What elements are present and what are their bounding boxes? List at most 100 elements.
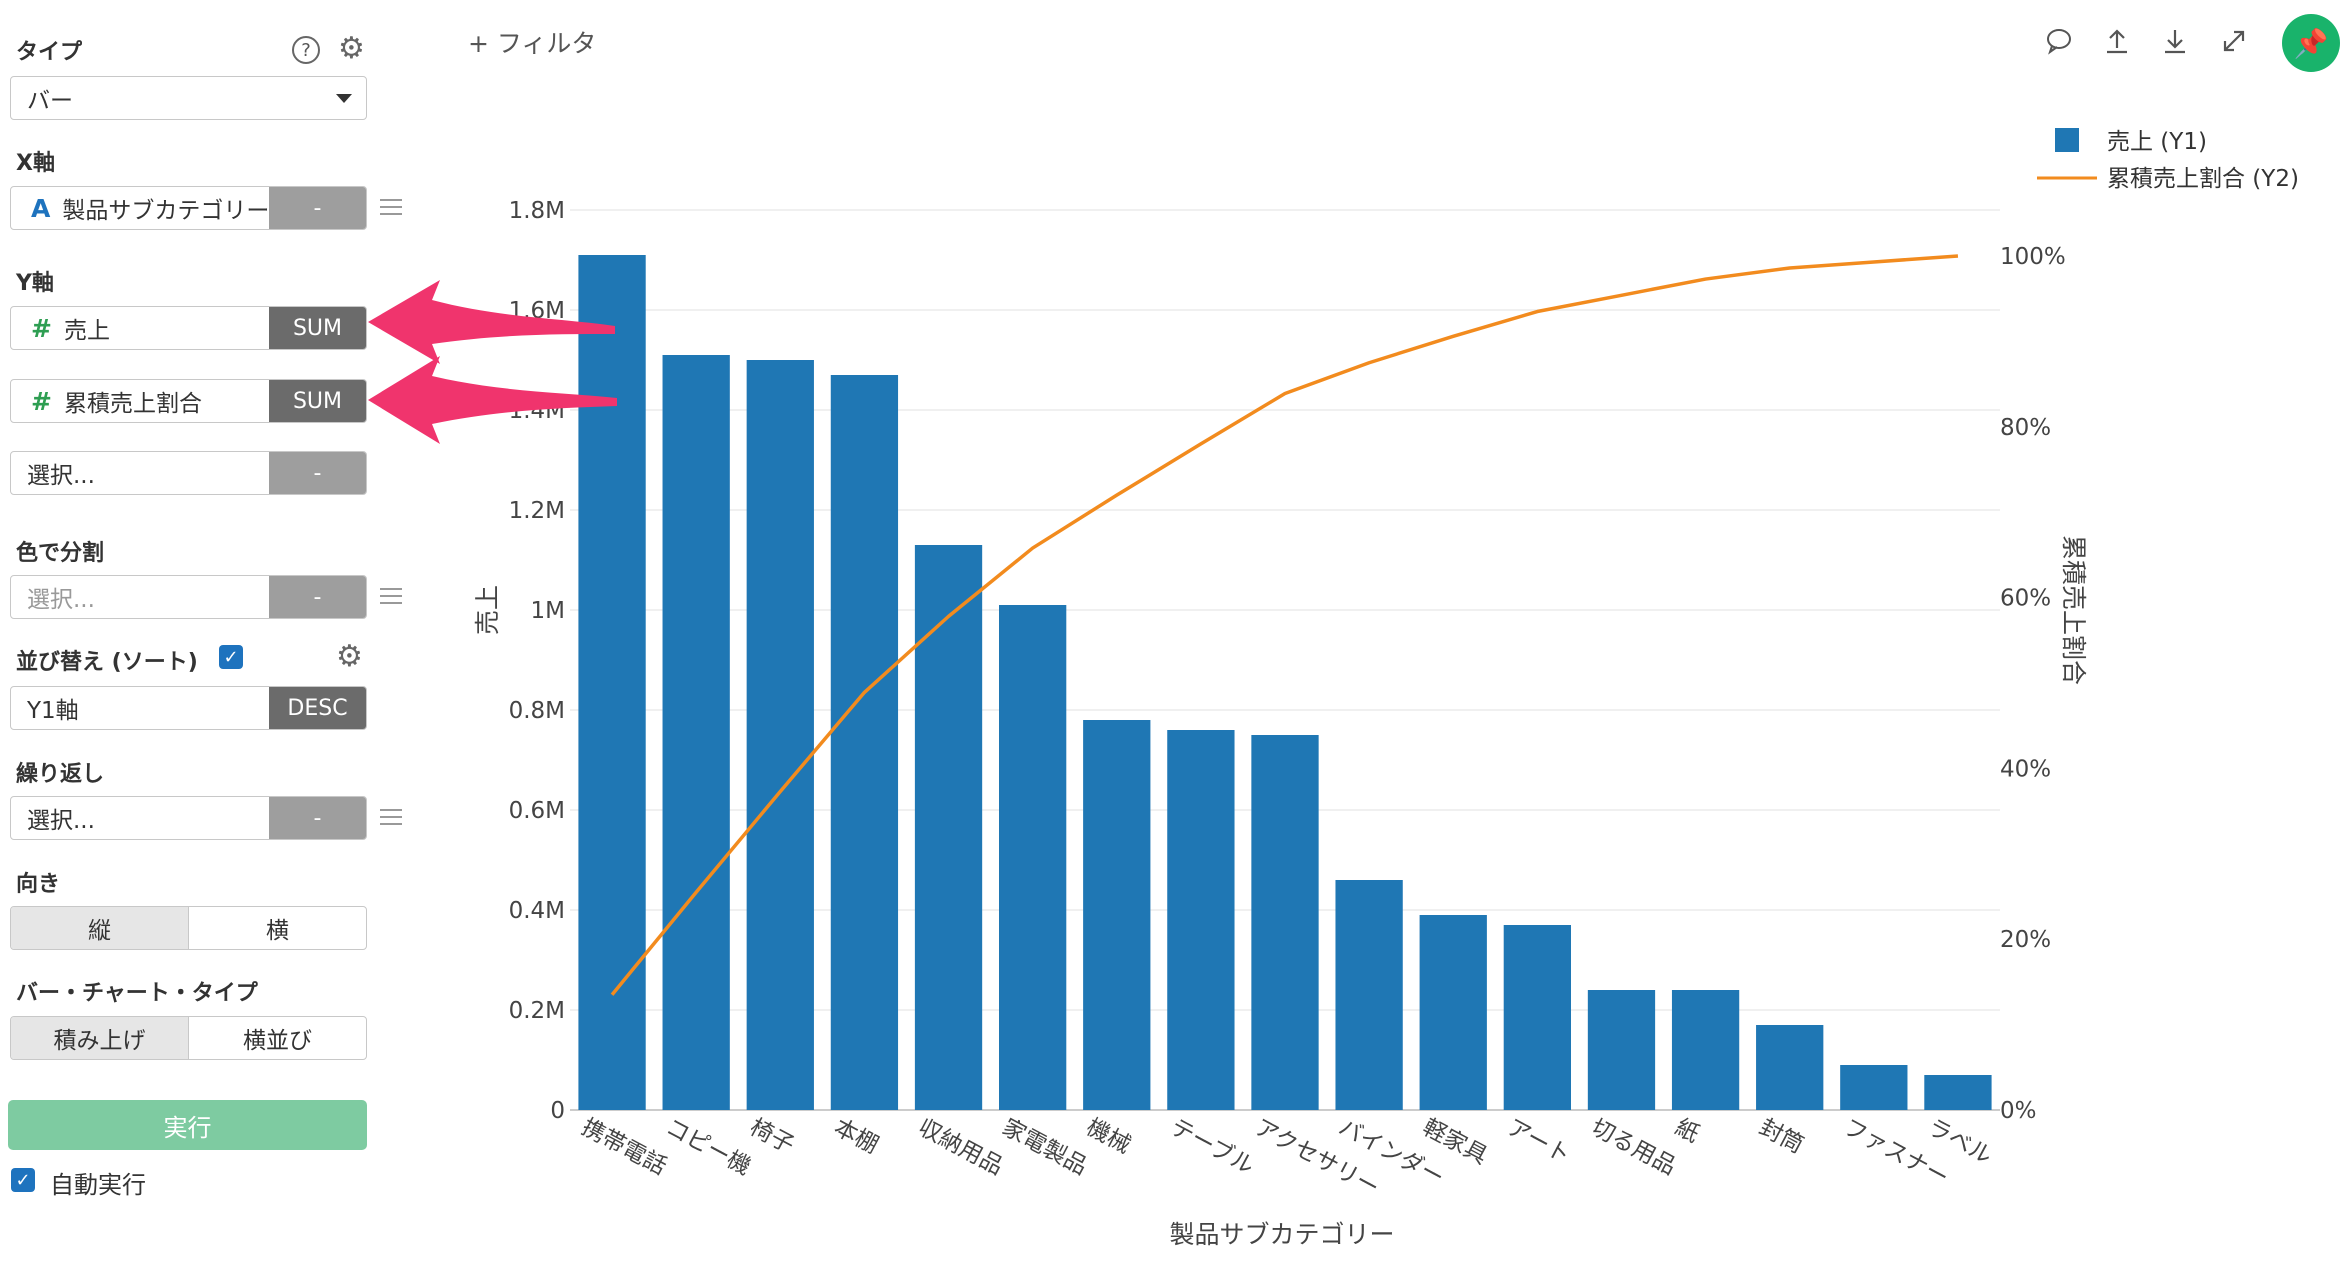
y2-tick-label: 100% bbox=[2000, 244, 2066, 270]
x-tick-label: 切る用品 bbox=[1587, 1114, 1680, 1180]
sort-field-name: Y1軸 bbox=[27, 698, 79, 724]
y1-tick-label: 0 bbox=[550, 1098, 565, 1124]
x-axis-field[interactable]: A 製品サブカテゴリー - bbox=[10, 186, 367, 230]
orientation-label: 向き bbox=[16, 872, 61, 897]
color-split-select[interactable]: 選択... - bbox=[10, 575, 367, 619]
bar-type-side-by-side-button[interactable]: 横並び bbox=[243, 1028, 312, 1054]
bar bbox=[1587, 990, 1656, 1110]
run-button[interactable]: 実行 bbox=[8, 1100, 367, 1150]
y-axis-field-1-name: 売上 bbox=[63, 318, 110, 344]
bar bbox=[830, 375, 899, 1110]
x-tick-label: 封筒 bbox=[1755, 1114, 1808, 1159]
sort-label: 並び替え (ソート) bbox=[16, 650, 198, 675]
orientation-horizontal-button[interactable]: 横 bbox=[266, 918, 289, 944]
download-icon[interactable] bbox=[2160, 26, 2190, 62]
y2-tick-label: 80% bbox=[2000, 415, 2051, 441]
bar bbox=[1756, 1025, 1824, 1110]
y2-tick-label: 20% bbox=[2000, 927, 2051, 953]
x-tick-label: 携帯電話 bbox=[577, 1114, 670, 1180]
y1-tick-label: 1M bbox=[531, 598, 565, 624]
y-axis-field-2[interactable]: # 累積売上割合 SUM bbox=[10, 379, 367, 423]
y-axis-add-select[interactable]: 選択... - bbox=[10, 451, 367, 495]
x-axis-agg-button[interactable]: - bbox=[269, 187, 366, 229]
bar bbox=[1840, 1065, 1908, 1110]
bar bbox=[746, 360, 814, 1110]
annotation-arrow-1 bbox=[368, 280, 615, 364]
repeat-menu-icon[interactable] bbox=[380, 809, 402, 825]
x-axis-menu-icon[interactable] bbox=[380, 199, 402, 215]
sort-field[interactable]: Y1軸 DESC bbox=[10, 686, 367, 730]
cumulative-line bbox=[610, 254, 1959, 996]
legend-swatch-bar bbox=[2055, 128, 2079, 152]
comment-icon[interactable] bbox=[2044, 26, 2074, 62]
auto-run-label: 自動実行 bbox=[50, 1171, 146, 1199]
y1-tick-label: 0.4M bbox=[509, 898, 565, 924]
bar bbox=[1503, 925, 1571, 1110]
chart-type-value: バー bbox=[27, 88, 73, 114]
add-filter-button[interactable]: + フィルタ bbox=[468, 29, 597, 58]
bar bbox=[999, 605, 1067, 1110]
bar bbox=[578, 255, 646, 1110]
gear-icon[interactable]: ⚙ bbox=[338, 31, 365, 66]
color-split-agg-button[interactable]: - bbox=[269, 576, 366, 618]
y-axis-field-1[interactable]: # 売上 SUM bbox=[10, 306, 367, 350]
x-tick-label: 本棚 bbox=[830, 1114, 883, 1159]
bar-type-toggle: 積み上げ 横並び bbox=[10, 1016, 367, 1060]
repeat-label: 繰り返し bbox=[16, 762, 105, 787]
pin-button[interactable]: 📌 bbox=[2282, 14, 2340, 72]
y2-tick-label: 60% bbox=[2000, 586, 2051, 612]
x-tick-label: 紙 bbox=[1671, 1114, 1704, 1148]
legend-label-bar: 売上 (Y1) bbox=[2107, 129, 2207, 155]
orientation-vertical-button[interactable]: 縦 bbox=[11, 907, 189, 949]
y-axis-field-1-agg-button[interactable]: SUM bbox=[269, 307, 366, 349]
upload-icon[interactable] bbox=[2102, 26, 2132, 62]
repeat-select[interactable]: 選択... - bbox=[10, 796, 367, 840]
help-icon[interactable]: ? bbox=[292, 36, 320, 64]
x-tick-label: 家電製品 bbox=[998, 1114, 1091, 1180]
color-split-placeholder: 選択... bbox=[27, 587, 95, 613]
x-tick-label: 椅子 bbox=[745, 1114, 798, 1159]
y1-tick-label: 0.6M bbox=[509, 798, 565, 824]
sort-gear-icon[interactable]: ⚙ bbox=[336, 639, 363, 674]
y1-tick-label: 0.8M bbox=[509, 698, 565, 724]
bar bbox=[1419, 915, 1487, 1110]
sort-order-button[interactable]: DESC bbox=[269, 687, 366, 729]
number-type-icon: # bbox=[31, 313, 52, 343]
y1-tick-label: 1.2M bbox=[509, 498, 565, 524]
chevron-down-icon bbox=[336, 93, 352, 103]
chart-type-select[interactable]: バー bbox=[10, 76, 367, 120]
x-tick-label: コピー機 bbox=[661, 1114, 754, 1180]
repeat-agg-button[interactable]: - bbox=[269, 797, 366, 839]
pin-icon: 📌 bbox=[2293, 26, 2329, 60]
x-tick-label: 収納用品 bbox=[914, 1114, 1007, 1180]
x-axis-title: 製品サブカテゴリー bbox=[1169, 1220, 1394, 1249]
bar bbox=[1251, 735, 1319, 1110]
y-axis-select-placeholder: 選択... bbox=[27, 463, 95, 489]
cumulative-line-path bbox=[610, 254, 1959, 996]
x-tick-label: 機械 bbox=[1082, 1114, 1135, 1159]
text-type-icon: A bbox=[31, 193, 51, 223]
bars bbox=[578, 255, 1992, 1110]
y2-tick-label: 0% bbox=[2000, 1098, 2037, 1124]
y-axis-field-2-agg-button[interactable]: SUM bbox=[269, 380, 366, 422]
bar bbox=[1167, 730, 1235, 1110]
bar bbox=[1924, 1075, 1992, 1110]
y-axis-select-agg-button[interactable]: - bbox=[269, 452, 366, 494]
orientation-toggle: 縦 横 bbox=[10, 906, 367, 950]
y1-tick-label: 1.8M bbox=[509, 198, 565, 224]
bar bbox=[1083, 720, 1151, 1110]
legend-label-line: 累積売上割合 (Y2) bbox=[2107, 166, 2299, 192]
bar-type-stacked-button[interactable]: 積み上げ bbox=[11, 1017, 189, 1059]
auto-run-checkbox[interactable]: ✓ bbox=[11, 1168, 35, 1192]
repeat-placeholder: 選択... bbox=[27, 808, 95, 834]
expand-icon[interactable] bbox=[2219, 26, 2249, 62]
annotation-arrows bbox=[368, 280, 617, 444]
x-tick-label: アート bbox=[1503, 1114, 1575, 1169]
color-split-menu-icon[interactable] bbox=[380, 588, 402, 604]
bar-type-label: バー・チャート・タイプ bbox=[16, 981, 258, 1006]
sort-checkbox[interactable]: ✓ bbox=[219, 645, 243, 669]
color-split-label: 色で分割 bbox=[16, 541, 105, 566]
settings-panel: タイプ ? ⚙ バー X軸 A 製品サブカテゴリー - Y軸 # 売上 SUM … bbox=[0, 0, 420, 1262]
